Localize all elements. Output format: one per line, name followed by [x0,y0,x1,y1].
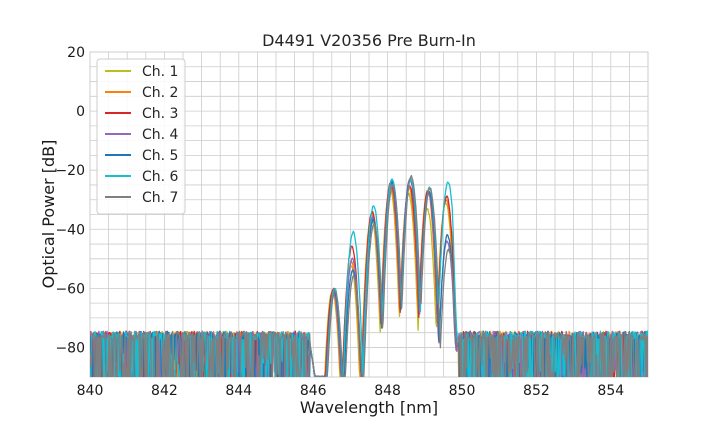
plot-frame [89,51,649,378]
y-tick-label: 0 [76,104,85,120]
x-tick-label: 848 [374,383,401,399]
legend-entry: Ch. 5 [142,148,178,164]
x-tick-label: 846 [300,383,327,399]
x-tick-label: 840 [77,383,104,399]
legend-entry: Ch. 6 [142,169,179,185]
chart-title: D4491 V20356 Pre Burn-In [262,31,476,50]
x-axis-label: Wavelength [nm] [300,398,438,417]
y-tick-label: −40 [55,222,85,238]
y-tick-label: −20 [55,163,85,179]
legend: Ch. 1 Ch. 2 Ch. 3 Ch. 4 Ch. 5 Ch. 6 Ch. 7 [96,58,186,215]
y-tick-label: −80 [55,340,85,356]
tick-labels: 840 842 844 846 848 850 852 854 20 0 −20 −40 −60 −80 [55,45,624,399]
y-tick-label: −60 [55,281,85,297]
legend-entry: Ch. 1 [142,64,178,80]
series-line-7 [90,174,648,377]
x-tick-label: 850 [449,383,476,399]
legend-entry: Ch. 4 [142,127,179,143]
legend-entry: Ch. 2 [142,85,178,101]
x-tick-label: 854 [597,383,624,399]
y-axis-label: Optical Power [dB] [39,140,58,289]
x-tick-label: 852 [523,383,550,399]
x-tick-label: 842 [151,383,178,399]
y-tick-label: 20 [67,45,85,61]
series-group [90,174,648,377]
legend-entry: Ch. 3 [142,106,178,122]
legend-entry: Ch. 7 [142,190,178,206]
x-tick-label: 844 [225,383,252,399]
